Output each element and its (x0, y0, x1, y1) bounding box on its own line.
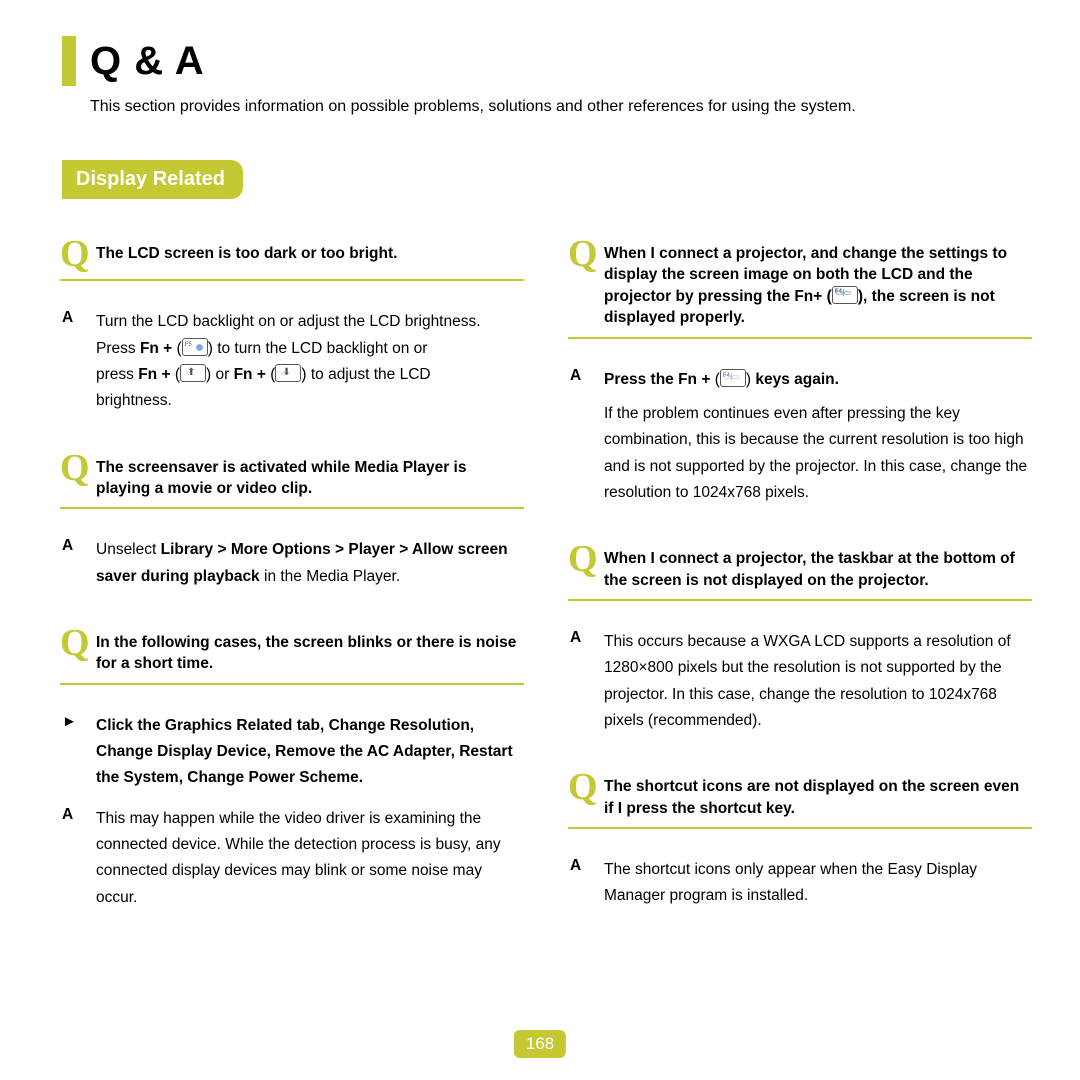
brightness-up-key-icon (180, 364, 206, 382)
a-label: A (60, 537, 96, 555)
two-column-layout: Q The LCD screen is too dark or too brig… (60, 231, 1032, 940)
a-label: A (568, 367, 604, 385)
qa-block: Q The screensaver is activated while Med… (60, 445, 524, 590)
answer-suffix: in the Media Player. (260, 568, 400, 585)
fn-key-text: Fn + (138, 366, 175, 383)
right-column: Q When I connect a projector, and change… (568, 231, 1032, 940)
qa-block: Q When I connect a projector, the taskba… (568, 536, 1032, 734)
answer-text: Turn the LCD backlight on or adjust the … (96, 309, 481, 414)
f4-projector-key-icon: F4 (720, 369, 746, 387)
a-label: A (60, 309, 96, 327)
q-icon: Q (568, 536, 604, 576)
answer-line: press (96, 366, 138, 383)
left-column: Q The LCD screen is too dark or too brig… (60, 231, 524, 940)
question-text: When I connect a projector, and change t… (604, 231, 1032, 329)
bullet-bold: Click the Graphics Related tab, Change R… (96, 717, 513, 787)
answer-prefix: Unselect (96, 541, 161, 558)
answer-row: A The shortcut icons only appear when th… (568, 857, 1032, 910)
a-label: A (568, 629, 604, 647)
answer-text: Press the Fn + (F4) keys again. If the p… (604, 367, 1032, 507)
question-text: In the following cases, the screen blink… (96, 620, 524, 675)
question-text: When I connect a projector, the taskbar … (604, 536, 1032, 591)
answer-row: A Unselect Library > More Options > Play… (60, 537, 524, 590)
question-row: Q The shortcut icons are not displayed o… (568, 764, 1032, 829)
question-text: The LCD screen is too dark or too bright… (96, 231, 397, 264)
section-label: Display Related (62, 160, 243, 199)
a-label: A (60, 806, 96, 824)
page-title-row: Q & A (62, 36, 1036, 86)
answer-bold-b: keys again. (751, 371, 839, 388)
answer-line: Press (96, 340, 140, 357)
answer-row: A Turn the LCD backlight on or adjust th… (60, 309, 524, 414)
q-icon: Q (60, 445, 96, 485)
qa-block: Q The shortcut icons are not displayed o… (568, 764, 1032, 909)
q-icon: Q (60, 620, 96, 660)
fn-key-text: Fn + (234, 366, 271, 383)
title-accent-bar (62, 36, 76, 86)
answer-text: This may happen while the video driver i… (96, 806, 524, 911)
f5-brightness-key-icon: F5 (182, 338, 208, 356)
question-row: Q In the following cases, the screen bli… (60, 620, 524, 685)
fn-key-text: Fn + (140, 340, 177, 357)
answer-row: A Press the Fn + (F4) keys again. If the… (568, 367, 1032, 507)
bullet-text: Click the Graphics Related tab, Change R… (96, 713, 524, 792)
question-row: Q The LCD screen is too dark or too brig… (60, 231, 524, 281)
q-icon: Q (568, 231, 604, 271)
answer-para: If the problem continues even after pres… (604, 405, 1027, 501)
question-row: Q The screensaver is activated while Med… (60, 445, 524, 510)
a-label: A (568, 857, 604, 875)
answer-row: A This may happen while the video driver… (60, 806, 524, 911)
answer-text: The shortcut icons only appear when the … (604, 857, 1032, 910)
answer-row: A This occurs because a WXGA LCD support… (568, 629, 1032, 734)
bullet-row: ► Click the Graphics Related tab, Change… (60, 713, 524, 792)
answer-line: to adjust the LCD (307, 366, 431, 383)
answer-text: This occurs because a WXGA LCD supports … (604, 629, 1032, 734)
q-icon: Q (60, 231, 96, 271)
answer-line: brightness. (96, 392, 172, 409)
brightness-down-key-icon (275, 364, 301, 382)
page-number-badge: 168 (514, 1030, 566, 1058)
q-icon: Q (568, 764, 604, 804)
answer-text: Unselect Library > More Options > Player… (96, 537, 524, 590)
question-text: The screensaver is activated while Media… (96, 445, 524, 500)
page-intro: This section provides information on pos… (90, 98, 1036, 116)
qa-block: Q In the following cases, the screen bli… (60, 620, 524, 911)
qa-block: Q The LCD screen is too dark or too brig… (60, 231, 524, 415)
question-text: The shortcut icons are not displayed on … (604, 764, 1032, 819)
answer-line: or (211, 366, 233, 383)
answer-line: Turn the LCD backlight on or adjust the … (96, 313, 481, 330)
answer-bold-a: Press the Fn + (604, 371, 715, 388)
question-row: Q When I connect a projector, and change… (568, 231, 1032, 339)
qa-block: Q When I connect a projector, and change… (568, 231, 1032, 506)
triangle-bullet-icon: ► (60, 713, 96, 730)
answer-line: to turn the LCD backlight on or (213, 340, 428, 357)
question-row: Q When I connect a projector, the taskba… (568, 536, 1032, 601)
page-title: Q & A (90, 39, 205, 84)
f4-projector-key-icon: F4 (832, 286, 858, 304)
